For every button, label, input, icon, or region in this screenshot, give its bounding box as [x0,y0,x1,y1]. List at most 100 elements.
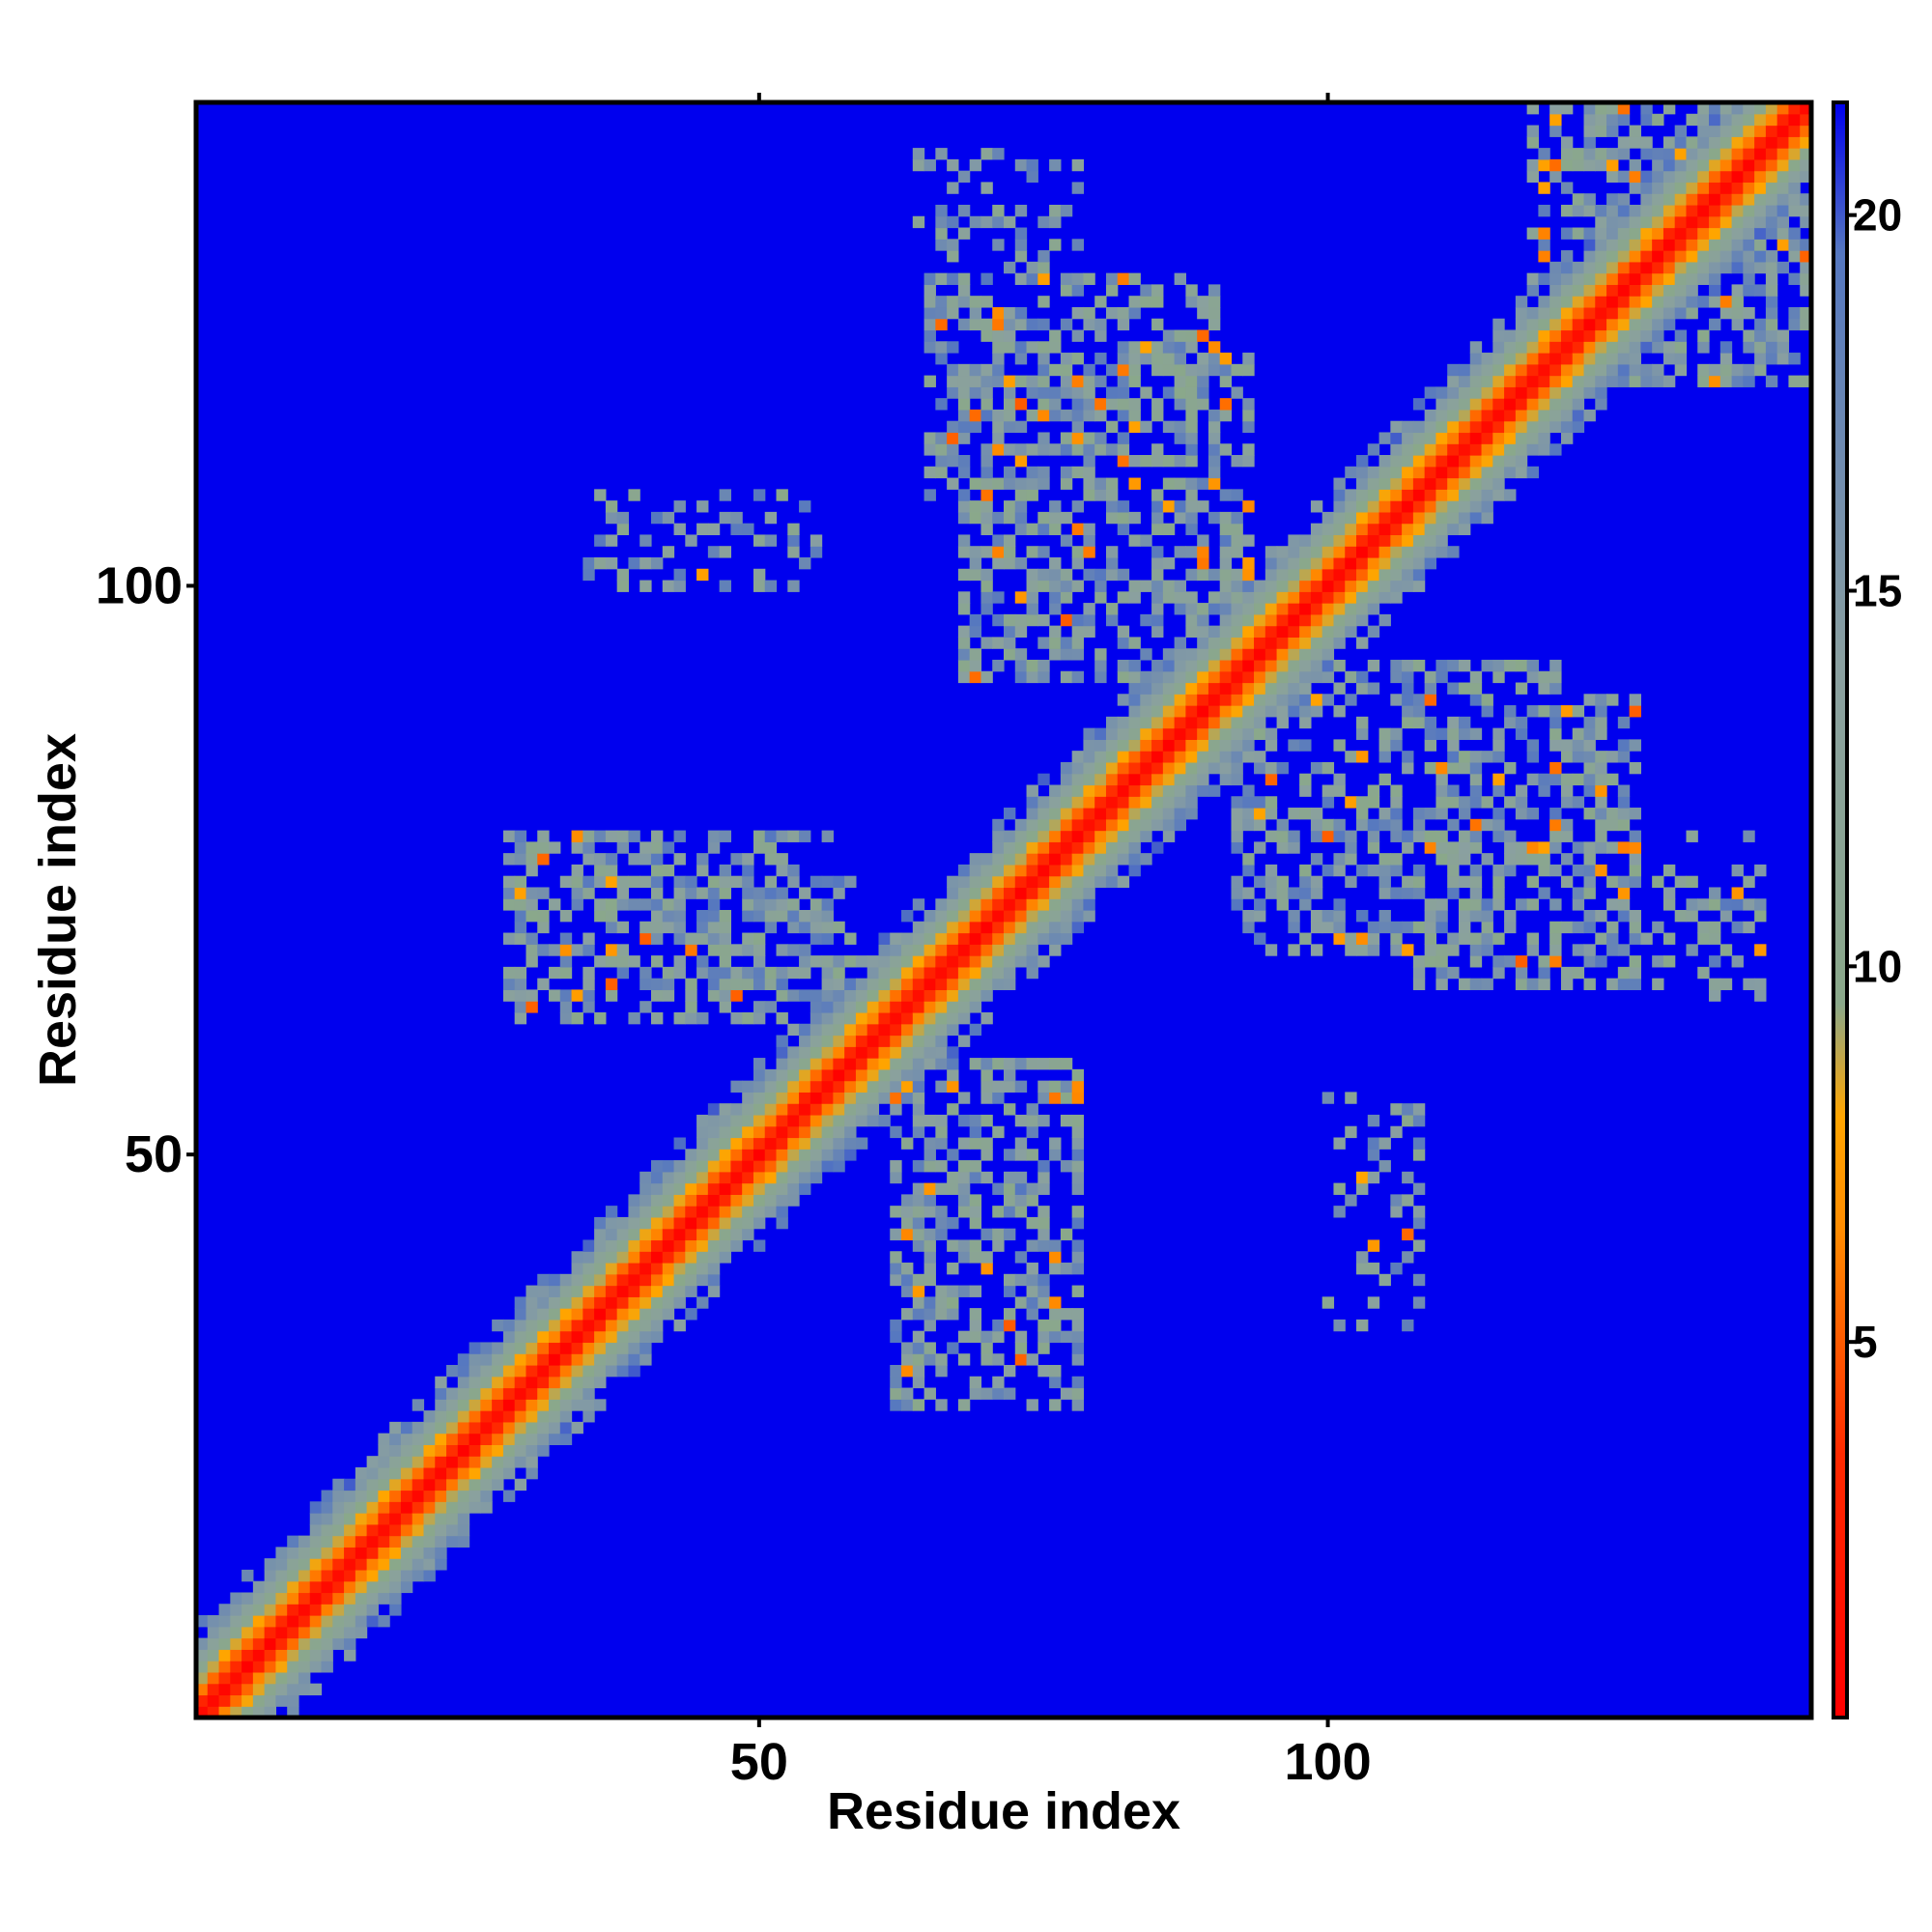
heatmap-cell [492,1376,504,1389]
heatmap-cell [1447,455,1460,468]
heatmap-cell [639,1342,652,1354]
heatmap-cell [980,455,993,468]
heatmap-cell [1288,659,1300,672]
heatmap-cell [1321,796,1335,809]
heatmap-cell [1674,306,1688,320]
heatmap-cell [389,1421,402,1435]
heatmap-cell [1049,1080,1062,1093]
heatmap-cell [571,875,583,889]
heatmap-cell [537,841,550,854]
heatmap-cell [1378,580,1391,592]
heatmap-cell [514,910,527,923]
heatmap-cell [344,1637,356,1650]
heatmap-cell [378,1501,390,1514]
heatmap-cell [923,1023,936,1037]
heatmap-cell [707,1171,721,1184]
heatmap-cell [1345,1125,1357,1139]
heatmap-cell [1595,341,1607,354]
heatmap-cell [980,1228,993,1241]
heatmap-cell [616,1273,630,1287]
heatmap-cell [969,955,982,968]
heatmap-cell [1549,773,1562,786]
heatmap-cell [1174,432,1186,444]
heatmap-cell [1560,796,1574,809]
heatmap-cell [787,1182,800,1195]
heatmap-cell [514,875,527,889]
heatmap-cell [1424,841,1437,854]
heatmap-cell [992,477,1005,490]
heatmap-cell [639,1353,652,1366]
heatmap-cell [457,1387,470,1400]
heatmap-cell [1014,591,1028,604]
heatmap-cell [1071,1342,1085,1354]
heatmap-cell [1242,568,1255,582]
heatmap-cell [1254,625,1266,638]
heatmap-cell [1492,432,1505,444]
heatmap-cell [1402,466,1414,479]
heatmap-cell [1345,511,1357,525]
heatmap-cell [707,1194,721,1207]
heatmap-cell [980,1330,993,1344]
heatmap-cell [287,1615,299,1628]
heatmap-cell [935,1285,948,1297]
heatmap-cell [935,204,948,217]
heatmap-cell [1412,1114,1426,1127]
heatmap-cell [1526,808,1539,820]
heatmap-cell [605,955,618,968]
heatmap-cell [321,1580,333,1594]
heatmap-cell [1049,1308,1062,1321]
heatmap-cell [685,989,697,1002]
heatmap-cell [526,1433,538,1445]
heatmap-cell [1367,1263,1380,1275]
heatmap-cell [1071,1251,1085,1264]
heatmap-cell [1572,409,1585,422]
heatmap-cell [969,648,982,661]
heatmap-cell [776,864,788,877]
heatmap-cell [1515,353,1528,365]
heatmap-cell [947,443,959,456]
heatmap-cell [639,1308,652,1321]
heatmap-cell [526,841,538,854]
heatmap-cell [696,887,709,899]
heatmap-cell [650,1160,664,1173]
heatmap-cell [1515,386,1528,399]
heatmap-cell [1299,887,1312,899]
heatmap-cell [1549,830,1562,842]
heatmap-cell [1435,523,1448,536]
heatmap-cell [1686,875,1698,889]
heatmap-cell [1026,808,1038,820]
heatmap-cell [650,875,664,889]
heatmap-cell [1640,215,1653,229]
heatmap-cell [514,841,527,854]
heatmap-cell [1083,363,1095,377]
heatmap-cell [707,1251,721,1264]
heatmap-cell [947,921,959,934]
heatmap-cell [526,1444,538,1457]
heatmap-cell [457,1444,470,1457]
heatmap-cell [1538,363,1550,377]
heatmap-cell [753,1149,766,1161]
heatmap-cell [1345,500,1357,513]
heatmap-cell [549,1285,561,1297]
heatmap-cell [1071,1068,1085,1082]
heatmap-cell [1014,1080,1028,1093]
heatmap-cell [764,1137,778,1150]
heatmap-cell [1662,353,1676,365]
heatmap-cell [549,1308,561,1321]
heatmap-cell [1356,534,1369,547]
heatmap-cell [753,1092,766,1104]
heatmap-cell [1595,204,1607,217]
heatmap-cell [594,1376,607,1389]
heatmap-cell [1390,1194,1403,1207]
heatmap-cell [1378,808,1391,820]
heatmap-cell [1629,306,1641,320]
heatmap-cell [1071,272,1085,285]
heatmap-cell [1526,705,1539,718]
heatmap-cell [1117,784,1130,797]
heatmap-cell [1208,409,1221,422]
heatmap-cell [1447,966,1460,980]
heatmap-cell [992,1228,1005,1241]
heatmap-cell [969,1171,982,1184]
heatmap-cell [628,1251,640,1264]
heatmap-cell [639,875,652,889]
